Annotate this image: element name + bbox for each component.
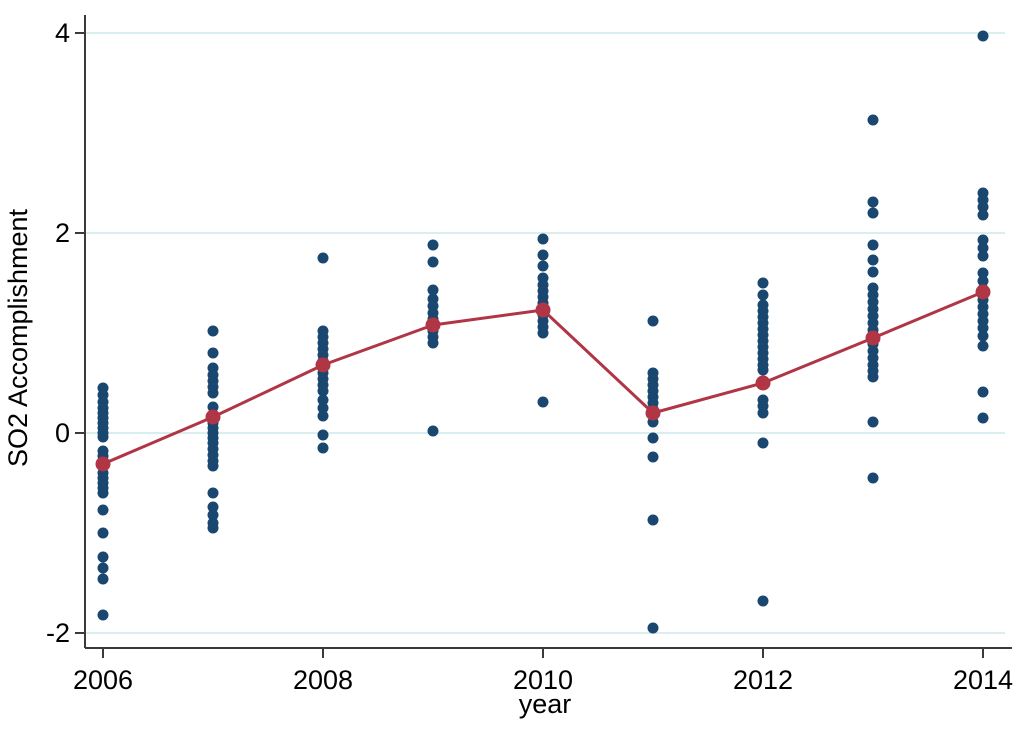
mean-marker (315, 357, 331, 373)
scatter-point (867, 239, 879, 251)
scatter-point (97, 609, 109, 621)
scatter-point (207, 522, 219, 534)
x-tick-label: 2010 (513, 665, 573, 695)
scatter-point (207, 460, 219, 472)
scatter-point (537, 396, 549, 408)
scatter-point (97, 573, 109, 585)
scatter-point (207, 501, 219, 513)
scatter-point (537, 249, 549, 261)
scatter-point (427, 425, 439, 437)
scatter-point (97, 431, 109, 443)
y-tick-labels: 4 2 0 -2 (46, 18, 70, 648)
scatter-point (647, 315, 659, 327)
scatter-point (97, 551, 109, 563)
mean-marker (975, 284, 991, 300)
scatter-point (97, 527, 109, 539)
scatter-point (537, 327, 549, 339)
y-tick-label: 2 (55, 218, 70, 248)
mean-marker (645, 405, 661, 421)
scatter-point (647, 514, 659, 526)
scatter-point (537, 233, 549, 245)
scatter-point (207, 401, 219, 413)
scatter-point (867, 371, 879, 383)
mean-marker (535, 302, 551, 318)
mean-marker (755, 375, 771, 391)
scatter-point (317, 394, 329, 406)
scatter-point (757, 437, 769, 449)
y-tick-label: -2 (46, 618, 70, 648)
scatter-point (867, 196, 879, 208)
scatter-point (317, 385, 329, 397)
mean-marker (205, 409, 221, 425)
x-tick-labels: 2006 2008 2010 2012 2014 (73, 665, 1013, 695)
scatter-point (427, 256, 439, 268)
scatter-point (97, 562, 109, 574)
scatter-point (977, 30, 989, 42)
x-axis-label: year (519, 689, 572, 719)
gridlines (85, 32, 1005, 634)
scatter-point (207, 509, 219, 521)
scatter-point (977, 340, 989, 352)
scatter-point (647, 451, 659, 463)
scatter-point (977, 412, 989, 424)
scatter-point (867, 266, 879, 278)
scatter-point (207, 325, 219, 337)
scatter-point (757, 289, 769, 301)
x-tick-label: 2008 (293, 665, 353, 695)
y-tick-label: 4 (55, 18, 70, 48)
scatter-point (977, 322, 989, 334)
scatter-point (427, 239, 439, 251)
scatter-point (977, 275, 989, 287)
x-tick-label: 2014 (953, 665, 1013, 695)
scatter-point (207, 347, 219, 359)
x-tick-label: 2012 (733, 665, 793, 695)
mean-marker (865, 330, 881, 346)
mean-marker (425, 317, 441, 333)
scatter-point (97, 487, 109, 499)
scatter-point (977, 267, 989, 279)
scatter-point (757, 364, 769, 376)
scatter-point (427, 337, 439, 349)
scatter-points (97, 30, 989, 634)
scatter-point (867, 114, 879, 126)
scatter-point (977, 234, 989, 246)
axes (75, 15, 1012, 658)
scatter-point (537, 260, 549, 272)
scatter-point (977, 330, 989, 342)
scatter-point (757, 595, 769, 607)
scatter-point (427, 284, 439, 296)
scatter-point (317, 442, 329, 454)
scatter-point (977, 209, 989, 221)
scatter-point (977, 242, 989, 254)
scatter-point (97, 504, 109, 516)
scatter-point (977, 250, 989, 262)
scatter-point (647, 432, 659, 444)
scatter-point (317, 252, 329, 264)
scatter-point (867, 207, 879, 219)
y-tick-label: 0 (55, 418, 70, 448)
scatter-point (867, 254, 879, 266)
mean-marker (95, 456, 111, 472)
y-axis-label: SO2 Accomplishment (3, 208, 33, 467)
scatter-point (757, 407, 769, 419)
scatter-point (757, 277, 769, 289)
x-tick-label: 2006 (73, 665, 133, 695)
scatter-point (867, 472, 879, 484)
scatter-point (977, 386, 989, 398)
scatter-point (317, 402, 329, 414)
scatter-point (867, 416, 879, 428)
mean-line (95, 284, 991, 472)
scatter-point (317, 410, 329, 422)
scatter-point (207, 387, 219, 399)
scatter-point (207, 487, 219, 499)
scatter-point (317, 429, 329, 441)
scatter-point (977, 201, 989, 213)
scatter-point (647, 622, 659, 634)
